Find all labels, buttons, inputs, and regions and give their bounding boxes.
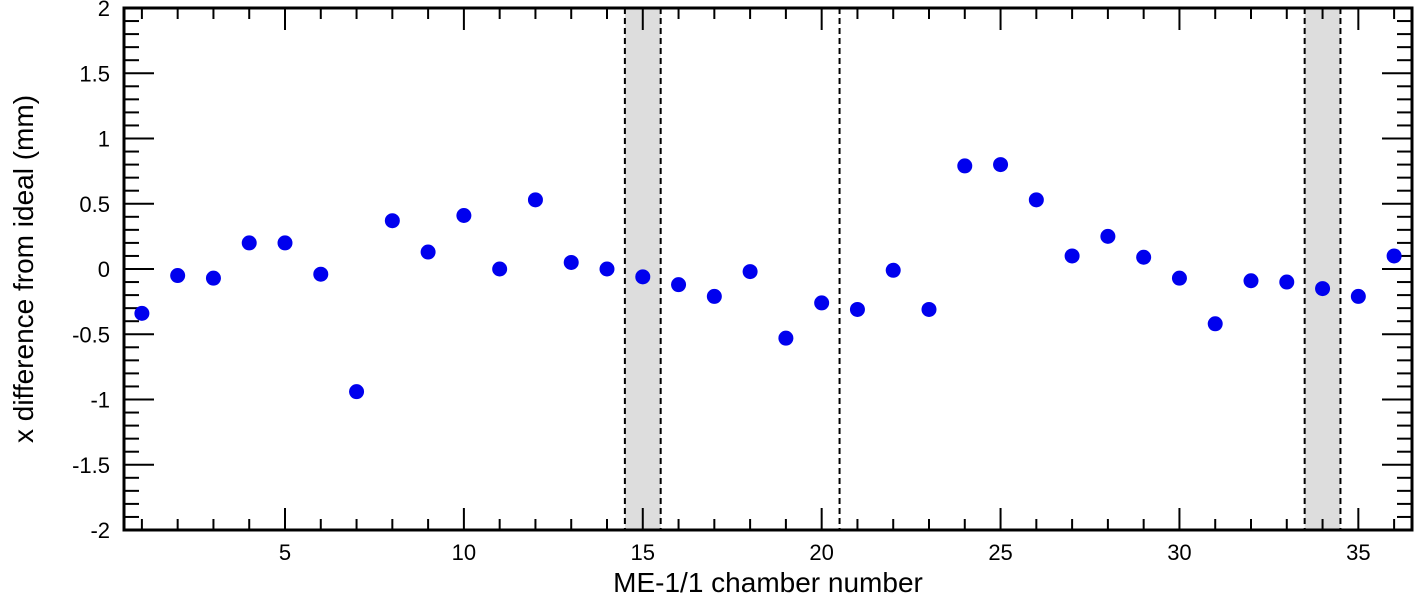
shaded-region bbox=[1304, 8, 1341, 530]
data-point bbox=[527, 192, 543, 208]
y-tick-label: 1.5 bbox=[79, 61, 110, 86]
y-tick-label: -2 bbox=[90, 518, 110, 543]
data-point bbox=[706, 288, 722, 304]
y-tick-label: -1 bbox=[90, 388, 110, 413]
data-point bbox=[599, 261, 615, 277]
data-point bbox=[313, 266, 329, 282]
x-tick-label: 25 bbox=[988, 540, 1012, 565]
data-point bbox=[1386, 248, 1402, 264]
x-tick-label: 35 bbox=[1346, 540, 1370, 565]
data-point bbox=[1315, 281, 1331, 297]
data-point bbox=[1064, 248, 1080, 264]
shaded-regions bbox=[624, 8, 1341, 530]
data-point bbox=[492, 261, 508, 277]
data-point bbox=[170, 268, 186, 284]
data-point bbox=[1171, 270, 1187, 286]
dashed-lines bbox=[623, 8, 1342, 530]
data-point bbox=[1207, 316, 1223, 332]
y-axis-label: x difference from ideal (mm) bbox=[8, 95, 39, 443]
x-tick-label: 10 bbox=[452, 540, 476, 565]
data-point bbox=[1243, 273, 1259, 289]
data-point bbox=[349, 384, 365, 400]
data-point bbox=[814, 295, 830, 311]
y-tick-label: -0.5 bbox=[72, 322, 110, 347]
x-tick-label: 30 bbox=[1167, 540, 1191, 565]
data-point bbox=[921, 301, 937, 317]
data-point bbox=[205, 270, 221, 286]
data-point bbox=[1279, 274, 1295, 290]
y-tick-label: -1.5 bbox=[72, 453, 110, 478]
data-point bbox=[1100, 228, 1116, 244]
data-point bbox=[778, 330, 794, 346]
data-point bbox=[742, 264, 758, 280]
x-tick-label: 20 bbox=[809, 540, 833, 565]
y-tick-label: 2 bbox=[98, 0, 110, 21]
data-point bbox=[1350, 288, 1366, 304]
tick-labels: 5 10 15 20 25 30 35 -2 -1.5 -1 -0.5 0 0.5 1 1.5 2 bbox=[72, 0, 1370, 565]
data-point bbox=[1136, 249, 1152, 265]
shaded-region bbox=[624, 8, 661, 530]
x-tick-label: 15 bbox=[631, 540, 655, 565]
y-tick-label: 0.5 bbox=[79, 192, 110, 217]
data-point bbox=[849, 301, 865, 317]
data-point bbox=[241, 235, 257, 251]
data-point bbox=[1028, 192, 1044, 208]
plot-frame bbox=[122, 6, 1414, 532]
data-point bbox=[957, 158, 973, 174]
y-tick-label: 1 bbox=[98, 127, 110, 152]
x-axis-label: ME-1/1 chamber number bbox=[613, 567, 923, 598]
data-point bbox=[384, 213, 400, 229]
data-point bbox=[635, 269, 651, 285]
y-tick-label: 0 bbox=[98, 257, 110, 282]
data-point bbox=[993, 157, 1009, 173]
data-point bbox=[456, 207, 472, 223]
data-point bbox=[134, 305, 150, 321]
data-point bbox=[277, 235, 293, 251]
data-point bbox=[563, 254, 579, 270]
data-point bbox=[671, 277, 687, 293]
data-point bbox=[885, 262, 901, 278]
data-point bbox=[420, 244, 436, 260]
x-tick-label: 5 bbox=[279, 540, 291, 565]
data-points bbox=[134, 157, 1402, 400]
